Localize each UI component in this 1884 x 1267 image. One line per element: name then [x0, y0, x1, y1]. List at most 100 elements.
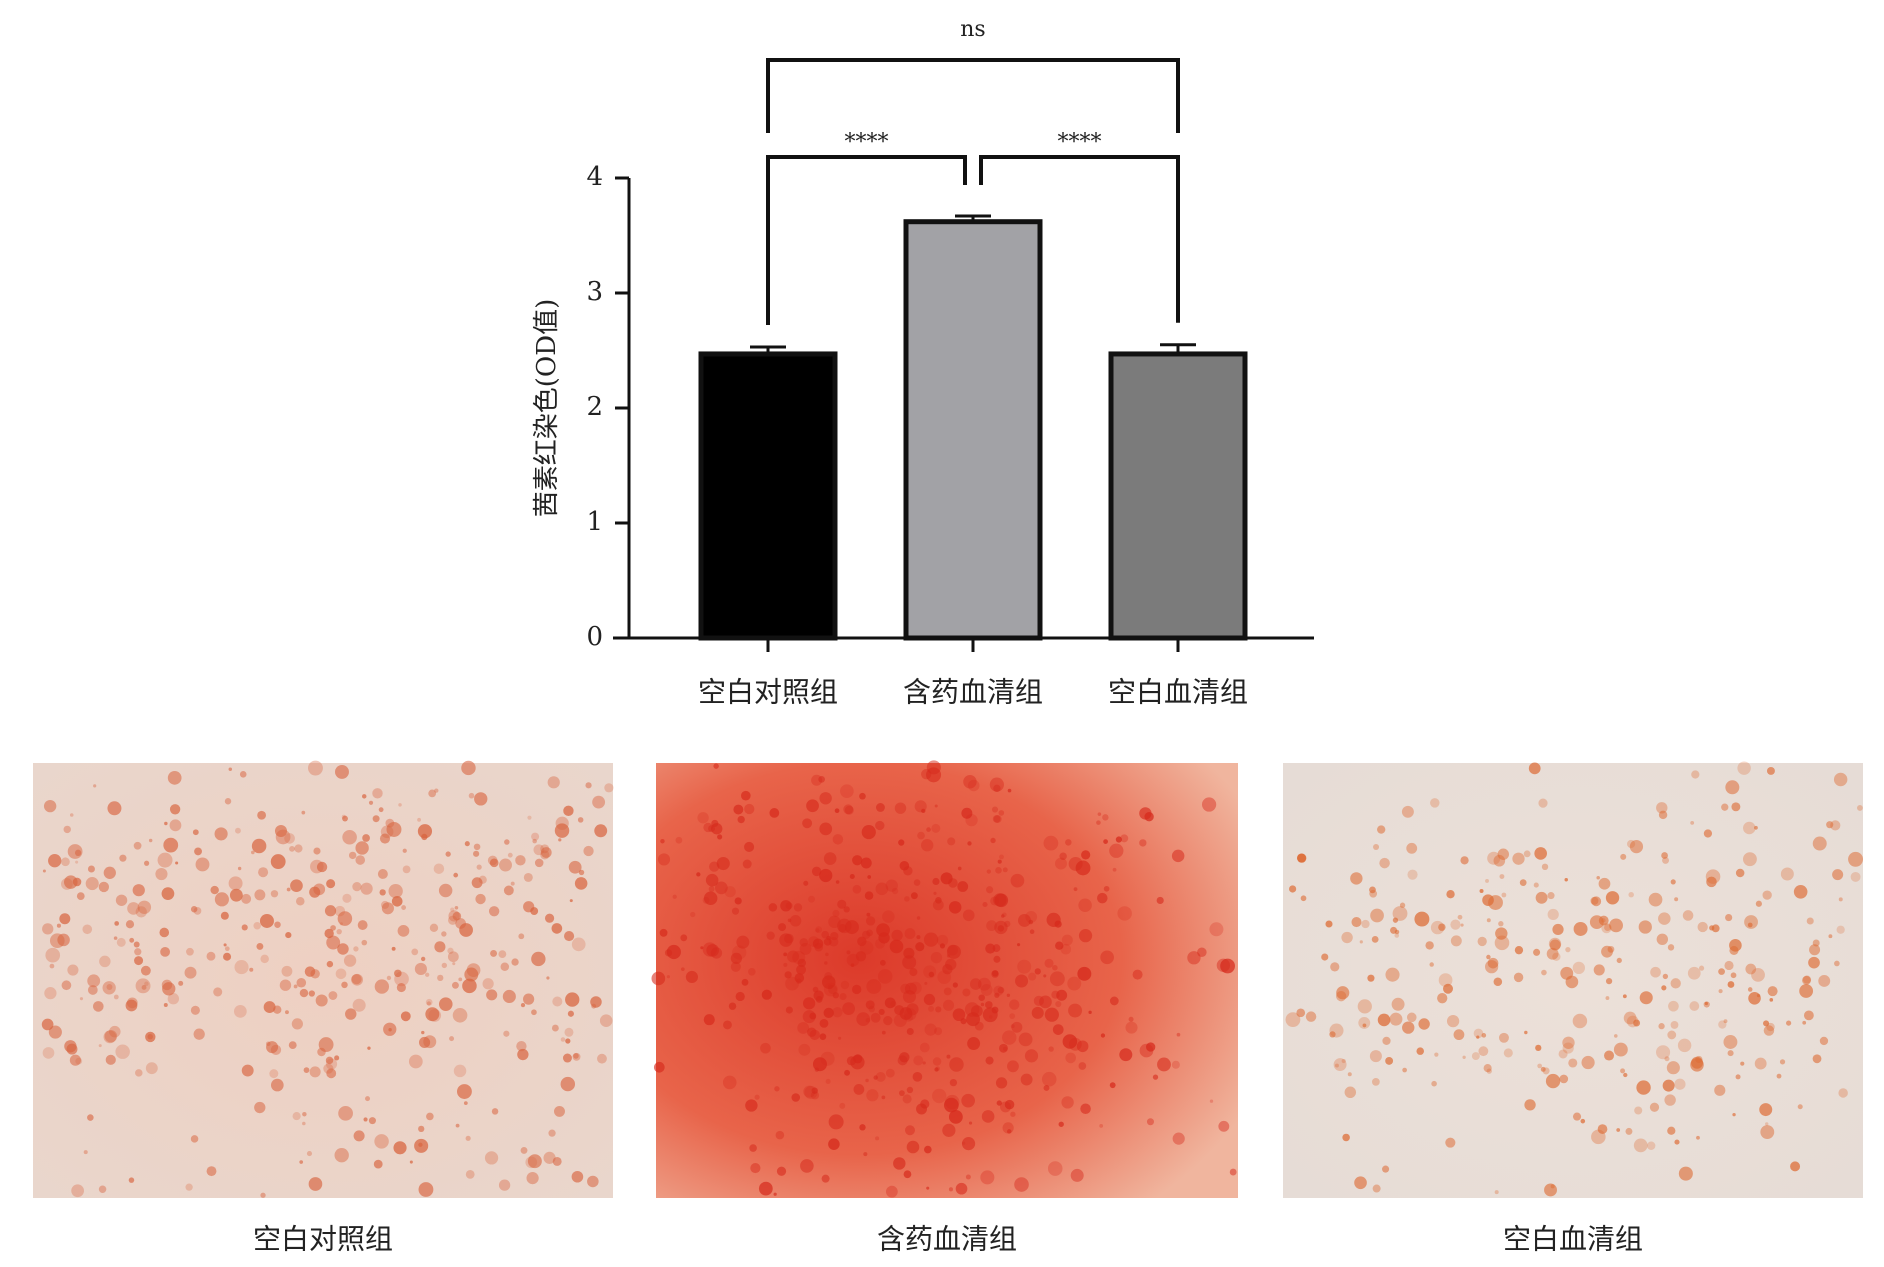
stain-spot: [116, 937, 126, 947]
stain-spot: [952, 982, 958, 988]
stain-spot: [324, 905, 337, 917]
stain-spot: [330, 925, 336, 931]
stain-spot: [453, 872, 459, 878]
stain-spot: [1613, 1042, 1628, 1057]
stain-spot: [1125, 1021, 1138, 1034]
stain-spot: [1682, 910, 1694, 921]
stain-spot: [372, 815, 380, 823]
stain-spot: [821, 1174, 830, 1183]
stain-spot: [811, 1087, 818, 1094]
stain-spot: [932, 1057, 942, 1066]
stain-spot: [898, 839, 905, 846]
x-tick-label: 空白对照组: [698, 676, 838, 709]
stain-spot: [336, 928, 342, 935]
stain-spot: [1558, 1049, 1568, 1059]
stain-spot: [385, 818, 395, 828]
stain-spot: [1596, 875, 1600, 880]
stain-spot: [1088, 1010, 1092, 1014]
stain-spot: [1662, 973, 1669, 980]
stain-spot: [1080, 1103, 1091, 1115]
stain-spot: [1524, 1030, 1528, 1035]
stain-spot: [1004, 920, 1011, 928]
stain-spot: [1747, 987, 1753, 992]
stain-spot: [42, 1047, 55, 1059]
photo: [33, 763, 613, 1198]
stain-spot: [291, 1018, 303, 1030]
stain-spot: [402, 865, 411, 874]
stain-spot: [1541, 969, 1547, 976]
stain-spot: [962, 988, 971, 997]
stain-spot: [985, 1001, 993, 1009]
stain-spot: [1628, 891, 1634, 898]
stain-spot: [1330, 962, 1340, 972]
stain-spot: [1725, 780, 1740, 795]
stain-spot: [1656, 1045, 1671, 1060]
stain-spot: [846, 953, 860, 967]
stain-spot: [919, 1042, 930, 1053]
stain-spot: [883, 1016, 893, 1026]
stain-spot: [468, 792, 475, 799]
stain-spot: [42, 923, 54, 935]
stain-spot: [544, 913, 555, 923]
stain-spot: [1756, 993, 1761, 998]
stain-spot: [1119, 1048, 1133, 1062]
stain-spot: [254, 889, 266, 901]
stain-spot: [43, 799, 57, 813]
stain-spot: [844, 1069, 851, 1076]
stain-spot: [703, 891, 718, 905]
stain-spot: [875, 882, 889, 896]
stain-spot: [876, 803, 885, 812]
stain-spot: [995, 866, 1002, 874]
stain-spot: [832, 992, 839, 999]
stain-spot: [1754, 1057, 1767, 1070]
stain-spot: [785, 1006, 793, 1014]
stain-spot: [824, 961, 828, 965]
stain-spot: [437, 974, 444, 982]
stain-spot: [133, 841, 142, 850]
stain-spot: [906, 1140, 920, 1154]
stain-spot: [811, 774, 823, 786]
stain-spot: [373, 1159, 383, 1169]
stain-spot: [1450, 919, 1461, 930]
stain-spot: [351, 973, 363, 986]
stain-spot: [1416, 1047, 1424, 1055]
stain-spot: [812, 986, 819, 993]
stain-spot: [1344, 1086, 1357, 1099]
stain-spot: [1031, 1006, 1044, 1019]
stain-spot: [877, 969, 893, 984]
stain-spot: [1748, 992, 1761, 1005]
stain-spot: [1477, 936, 1487, 947]
stain-spot: [309, 886, 321, 898]
stain-spot: [906, 1027, 914, 1035]
stain-spot: [59, 913, 71, 925]
stain-spot: [961, 1137, 976, 1151]
stain-spot: [1007, 788, 1012, 793]
stain-spot: [83, 1150, 88, 1155]
stain-spot: [224, 798, 232, 805]
significance-bracket: [766, 58, 1180, 133]
stain-spot: [1044, 1007, 1059, 1022]
stain-spot: [342, 893, 352, 903]
stain-spot: [1620, 1068, 1626, 1074]
stain-spot: [1670, 978, 1681, 989]
stain-spot: [323, 1063, 334, 1074]
stain-spot: [343, 954, 357, 967]
stain-spot: [106, 984, 113, 990]
stain-spot: [1838, 897, 1843, 902]
stain-spot: [348, 851, 357, 860]
stain-spot: [115, 894, 128, 906]
stain-spot: [1819, 1036, 1829, 1046]
stain-spot: [1581, 1055, 1595, 1070]
stain-spot: [233, 1004, 247, 1018]
stain-spot: [819, 822, 833, 836]
stain-spot: [1648, 892, 1663, 907]
stain-spot: [452, 911, 462, 921]
stain-spot: [1402, 1021, 1415, 1034]
stain-spot: [1446, 1015, 1460, 1028]
stain-spot: [134, 956, 144, 966]
stain-spot: [653, 1061, 665, 1073]
stain-spot: [993, 815, 1002, 823]
stain-spot: [722, 1075, 737, 1090]
stain-spot: [135, 978, 151, 994]
stain-spot: [421, 1030, 425, 1035]
